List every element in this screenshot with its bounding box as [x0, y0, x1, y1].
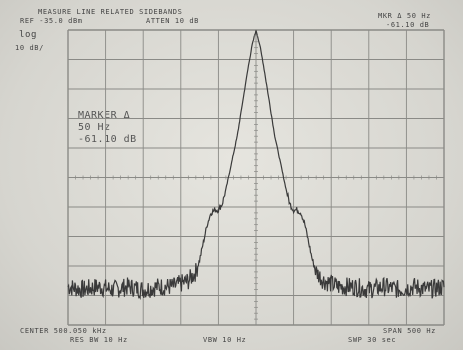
marker-annotation-line2: 50 Hz — [78, 122, 111, 133]
marker-annotation: MARKER Δ 50 Hz -61.10 dB — [78, 110, 137, 146]
atten-readout: ATTEN 10 dB — [146, 17, 199, 25]
scale-per-div: 10 dB/ — [15, 44, 44, 52]
res-bw: RES BW 10 Hz — [70, 336, 128, 344]
vbw: VBW 10 Hz — [203, 336, 247, 344]
center-graticule-ticks — [67, 29, 445, 326]
marker-annotation-line3: -61.10 dB — [78, 134, 137, 145]
ref-level: REF -35.0 dBm — [20, 17, 83, 25]
scale-mode: log — [19, 30, 38, 40]
marker-annotation-line1: MARKER Δ — [78, 110, 131, 121]
marker-delta-value: -61.10 dB — [386, 21, 430, 29]
center-frequency: CENTER 500.050 kHz — [20, 327, 107, 335]
chart-title: MEASURE LINE RELATED SIDEBANDS — [38, 8, 183, 16]
span: SPAN 500 Hz — [383, 327, 436, 335]
sweep-time: SWP 30 sec — [348, 336, 397, 344]
marker-delta-freq: MKR Δ 50 Hz — [378, 12, 431, 20]
